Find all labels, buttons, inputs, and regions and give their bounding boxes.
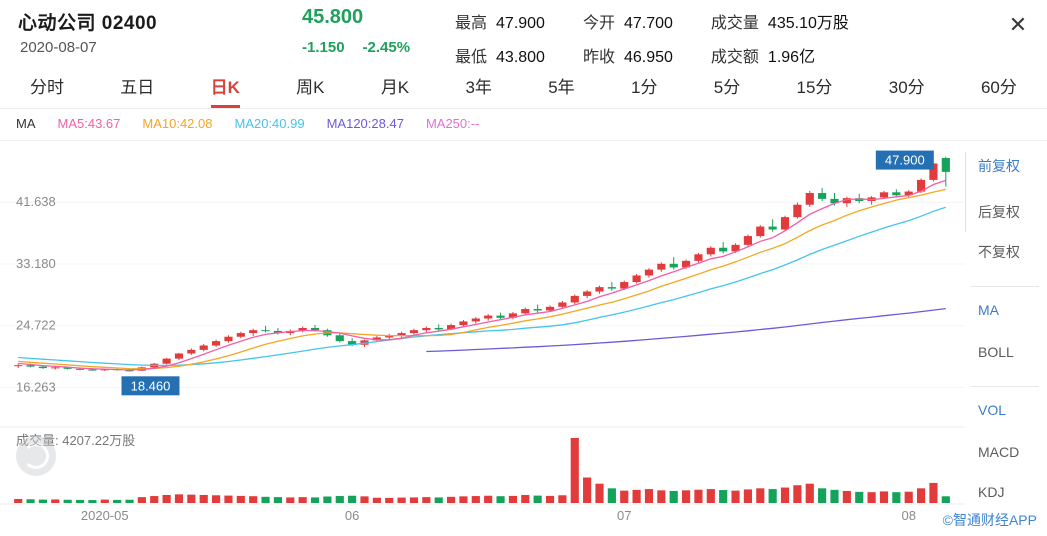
ma-legend: MA MA5:43.67 MA10:42.08 MA20:40.99 MA120… <box>16 116 479 131</box>
tab-5min[interactable]: 5分 <box>713 78 741 97</box>
sidebar-divider-1 <box>971 286 1039 287</box>
quote-stats: 最高 47.900 最低 43.800 今开 47.700 昨收 46.950 成交量 4… <box>455 9 849 67</box>
stat-prev-close: 昨收 46.950 <box>582 49 673 66</box>
ma5-legend: MA5:43.67 <box>57 116 121 131</box>
change-value: -1.150 <box>302 39 345 56</box>
tab-monthly-k[interactable]: 月K <box>380 78 410 97</box>
period-tabs: 分时 五日 日K 周K 月K 3年 5年 1分 5分 15分 30分 60分 <box>0 66 1047 109</box>
quote-date: 2020-08-07 <box>20 39 97 56</box>
tab-daily-k[interactable]: 日K <box>210 66 240 108</box>
svg-text:18.460: 18.460 <box>131 378 171 393</box>
svg-text:41.638: 41.638 <box>16 194 56 209</box>
tab-30min[interactable]: 30分 <box>888 78 925 97</box>
chart-top-divider <box>0 140 1047 141</box>
sidebar-divider-vertical <box>965 152 966 232</box>
tab-15min[interactable]: 15分 <box>796 78 833 97</box>
change-percent: -2.45% <box>362 39 411 56</box>
svg-text:24.722: 24.722 <box>16 318 56 333</box>
tab-1min[interactable]: 1分 <box>630 78 658 97</box>
ma20-legend: MA20:40.99 <box>234 116 305 131</box>
indicator-vol-button[interactable]: VOL <box>978 402 1007 418</box>
last-price: 45.800 <box>302 6 364 28</box>
price-change: -1.150 -2.45% <box>302 39 410 56</box>
ma120-legend: MA120:28.47 <box>326 116 404 131</box>
adjust-forward-button[interactable]: 前复权 <box>978 158 1020 174</box>
chart-area: 41.638 33.180 24.722 16.263 2020-05 06 07 08 47.… <box>0 140 965 536</box>
stat-high: 最高 47.900 <box>455 15 545 32</box>
svg-text:47.900: 47.900 <box>885 153 925 168</box>
sidebar-divider-2 <box>971 386 1039 387</box>
svg-text:07: 07 <box>617 508 631 523</box>
ma250-legend: MA250:-- <box>425 116 480 131</box>
stat-turnover: 成交额 1.96亿 <box>710 49 816 66</box>
tab-realtime[interactable]: 分时 <box>30 78 64 97</box>
adjust-none-button[interactable]: 不复权 <box>978 244 1020 260</box>
indicator-macd-button[interactable]: MACD <box>978 444 1020 460</box>
adjust-backward-button[interactable]: 后复权 <box>978 204 1020 220</box>
stat-open: 今开 47.700 <box>582 15 673 32</box>
indicator-sidebar: 前复权 后复权 不复权 MA BOLL VOL MACD KDJ <box>965 140 1047 536</box>
svg-text:16.263: 16.263 <box>16 379 56 394</box>
tab-5year[interactable]: 5年 <box>548 78 575 97</box>
ma10-legend: MA10:42.08 <box>142 116 213 131</box>
indicator-ma-button[interactable]: MA <box>978 302 999 318</box>
tab-5day[interactable]: 五日 <box>120 78 155 97</box>
close-icon: ✕ <box>1008 12 1028 37</box>
svg-text:2020-05: 2020-05 <box>81 508 129 523</box>
watermark-logo-icon <box>16 436 56 476</box>
indicator-kdj-button[interactable]: KDJ <box>978 484 1005 500</box>
svg-text:33.180: 33.180 <box>16 256 56 271</box>
kline-chart[interactable]: 41.638 33.180 24.722 16.263 2020-05 06 07 08 47.… <box>0 140 965 536</box>
stock-title: 心动公司 02400 <box>18 13 158 34</box>
stat-volume: 成交量 435.10万股 <box>710 15 849 32</box>
svg-text:06: 06 <box>345 508 359 523</box>
close-button[interactable]: ✕ <box>1003 10 1033 40</box>
tab-60min[interactable]: 60分 <box>980 78 1017 97</box>
indicator-boll-button[interactable]: BOLL <box>978 344 1014 360</box>
svg-text:08: 08 <box>901 508 915 523</box>
tab-3year[interactable]: 3年 <box>465 78 492 97</box>
ma-legend-title: MA <box>16 116 36 131</box>
stat-low: 最低 43.800 <box>455 49 545 66</box>
tab-weekly-k[interactable]: 周K <box>296 78 325 97</box>
watermark-text: ©智通财经APP <box>942 512 1037 528</box>
